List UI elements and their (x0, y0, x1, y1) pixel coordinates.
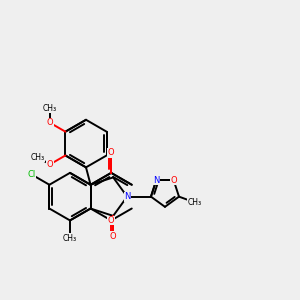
Text: N: N (124, 192, 130, 201)
Text: O: O (110, 232, 116, 241)
Text: O: O (46, 118, 53, 127)
Text: O: O (108, 216, 115, 225)
Text: CH₃: CH₃ (31, 153, 45, 162)
Text: CH₃: CH₃ (63, 234, 77, 243)
Text: O: O (46, 160, 53, 169)
Text: O: O (108, 148, 115, 157)
Text: CH₃: CH₃ (188, 198, 202, 207)
Text: N: N (153, 176, 160, 185)
Text: O: O (170, 176, 177, 185)
Text: CH₃: CH₃ (43, 104, 57, 113)
Text: Cl: Cl (28, 170, 36, 179)
